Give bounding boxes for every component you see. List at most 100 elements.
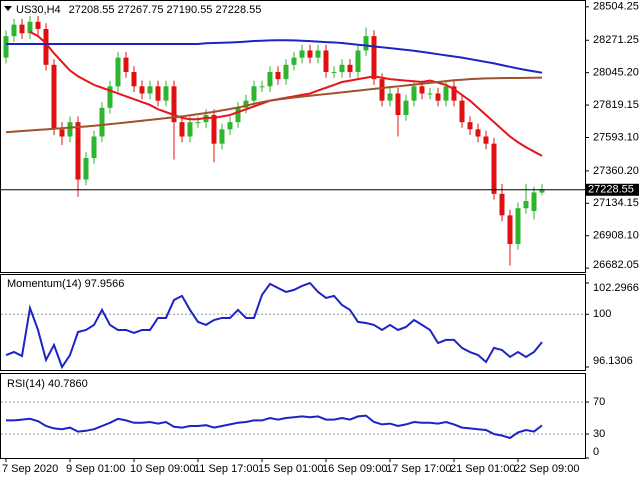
candle-body <box>179 122 185 137</box>
x-tick-label: 10 Sep 09:00 <box>130 463 195 475</box>
candle-body <box>27 21 33 34</box>
momentum-value: 97.9566 <box>85 278 125 290</box>
menu-icon[interactable] <box>4 6 12 11</box>
candle-body <box>475 129 481 137</box>
candle-body <box>291 57 297 65</box>
x-tick-label: 15 Sep 01:00 <box>258 463 323 475</box>
candle-body <box>195 122 201 124</box>
candle-body <box>187 122 193 137</box>
candle-body <box>227 122 233 130</box>
candle-body <box>347 64 353 72</box>
x-tick-label: 9 Sep 01:00 <box>66 463 125 475</box>
indicator-line <box>6 414 543 440</box>
moving-average <box>6 39 543 74</box>
y-tick-label: 28045.20 <box>593 67 639 79</box>
y-tick-label: 26908.10 <box>593 230 639 242</box>
header-high: 27267.75 <box>118 4 164 16</box>
candle-body <box>307 50 313 58</box>
candle-body <box>3 36 9 58</box>
candle-body <box>459 100 465 123</box>
moving-average <box>5 76 543 134</box>
momentum-panel-frame <box>0 274 586 371</box>
y-tick-label: 26682.05 <box>593 259 639 271</box>
candle-body <box>483 136 489 144</box>
candle-body <box>107 86 113 108</box>
x-tick-label: 16 Sep 09:00 <box>322 463 387 475</box>
x-tick-label: 17 Sep 17:00 <box>386 463 451 475</box>
candle-body <box>363 36 369 51</box>
candle-body <box>99 107 105 137</box>
candle-body <box>267 71 273 87</box>
header-open: 27208.55 <box>69 4 115 16</box>
candle-body <box>163 86 169 101</box>
candle-body <box>403 100 409 115</box>
candle-body <box>11 24 17 37</box>
y-tick-label: 96.1306 <box>593 355 633 367</box>
x-tick-label: 11 Sep 17:00 <box>194 463 259 475</box>
candle-body <box>531 192 537 212</box>
y-tick-label: 27134.15 <box>593 197 639 209</box>
candle-body <box>75 122 81 180</box>
momentum-title: Momentum(14) 97.9566 <box>7 278 124 290</box>
candle-body <box>355 50 361 72</box>
candle-body <box>499 193 505 216</box>
y-tick-label: 102.2966 <box>593 282 639 294</box>
candle-body <box>507 215 513 245</box>
candle-body <box>67 122 73 137</box>
candle-body <box>139 86 145 94</box>
candle-body <box>35 21 41 29</box>
candle-body <box>171 86 177 123</box>
candle-body <box>435 93 441 101</box>
header-close: 27228.55 <box>216 4 262 16</box>
candle-body <box>259 86 265 88</box>
candle-body <box>491 143 497 194</box>
candle-body <box>91 136 97 159</box>
candle-body <box>443 86 449 101</box>
candle-body <box>43 28 49 65</box>
main-panel-frame <box>0 0 586 273</box>
candle-body <box>411 86 417 101</box>
y-tick-label: 30 <box>593 428 605 440</box>
candle-body <box>467 122 473 130</box>
candle-body <box>371 36 377 80</box>
candle-body <box>419 86 425 94</box>
candle-body <box>123 57 129 72</box>
candle-body <box>59 129 65 137</box>
y-tick-label: 28271.25 <box>593 34 639 46</box>
candle-body <box>51 64 57 130</box>
candle-body <box>243 100 249 108</box>
candle-body <box>539 189 545 193</box>
candle-body <box>235 107 241 123</box>
y-tick-label: 28504.25 <box>593 1 639 13</box>
header-low: 27190.55 <box>167 4 213 16</box>
candle-body <box>515 208 521 245</box>
candle-body <box>155 86 161 101</box>
candle-body <box>315 50 321 58</box>
candle-body <box>251 86 257 101</box>
y-tick-label: 70 <box>593 396 605 408</box>
candle-body <box>395 93 401 115</box>
x-tick-label: 22 Sep 09:00 <box>514 463 579 475</box>
candle-body <box>323 50 329 72</box>
candle-body <box>219 129 225 144</box>
candle-body <box>427 93 433 95</box>
candle-body <box>387 93 393 101</box>
momentum-name: Momentum(14) <box>7 278 82 290</box>
candle-body <box>451 86 457 101</box>
indicator-line <box>5 281 543 370</box>
candle-body <box>131 71 137 87</box>
candle-body <box>379 79 385 101</box>
last-price-label: 27228.55 <box>588 184 634 196</box>
x-tick-label: 21 Sep 01:00 <box>450 463 515 475</box>
candle-body <box>83 158 89 180</box>
last-price-box <box>585 183 639 196</box>
candle-body <box>147 86 153 94</box>
candle-body <box>211 114 217 144</box>
candle-body <box>339 64 345 72</box>
candle-body <box>299 50 305 58</box>
rsi-name: RSI(14) <box>7 378 45 390</box>
candle-body <box>275 71 281 80</box>
